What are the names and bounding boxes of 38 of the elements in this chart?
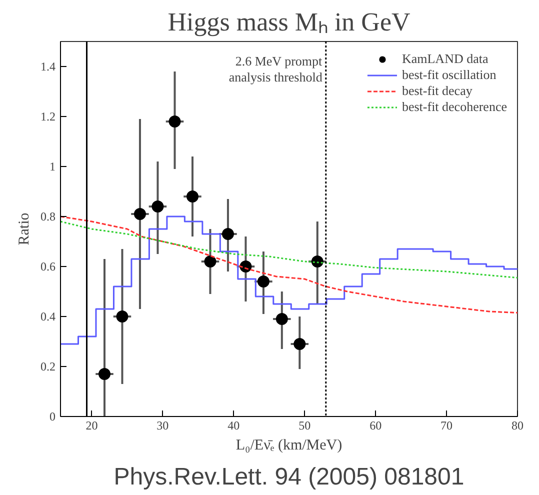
ref-line-label: 2.6 MeV prompt analysis threshold: [228, 54, 323, 84]
line-series: [60, 220, 518, 278]
point: [134, 208, 146, 220]
y-tick-label: 0: [50, 410, 56, 424]
point: [204, 256, 216, 268]
y-tick-label: 0.2: [40, 360, 56, 374]
point: [168, 116, 181, 128]
legend-label: best-fit decoherence: [402, 99, 507, 115]
y-axis-title: Ratio: [16, 212, 32, 246]
x-tick-label: 80: [512, 418, 524, 432]
y-tick-label: 0.8: [40, 210, 56, 224]
line-series: [60, 216, 518, 314]
x-axis-title: L₀/Eν̄ₑ (km/MeV): [236, 438, 342, 454]
point: [257, 276, 270, 288]
y-tick-label: 1.4: [40, 60, 56, 74]
y-tick-label: 1.2: [40, 110, 56, 124]
point: [152, 200, 164, 212]
point: [276, 313, 288, 325]
x-tick-label: 30: [156, 418, 169, 432]
point: [116, 310, 128, 322]
x-tick-label: 60: [370, 418, 382, 432]
point: [186, 190, 198, 202]
y-tick-label: 0.6: [40, 260, 56, 274]
legend-label: best-fit decay: [402, 83, 472, 99]
text: Phys.Rev.Lett. 94 (2005) 081801: [114, 464, 464, 490]
legend-label: KamLAND data: [402, 51, 488, 67]
y-tick-label: 1: [50, 160, 56, 174]
point: [294, 338, 306, 350]
x-tick-label: 40: [228, 418, 240, 432]
point: [98, 368, 110, 380]
y-tick-label: 0.4: [40, 310, 56, 324]
point: [222, 228, 234, 240]
point: [311, 256, 324, 268]
x-tick-label: 70: [440, 418, 453, 432]
x-tick-label: 50: [298, 418, 311, 432]
chart-title: Higgs mass Mₕ in GeV: [168, 8, 410, 36]
x-tick-label: 20: [86, 418, 98, 432]
legend-label: best-fit oscillation: [402, 67, 496, 83]
